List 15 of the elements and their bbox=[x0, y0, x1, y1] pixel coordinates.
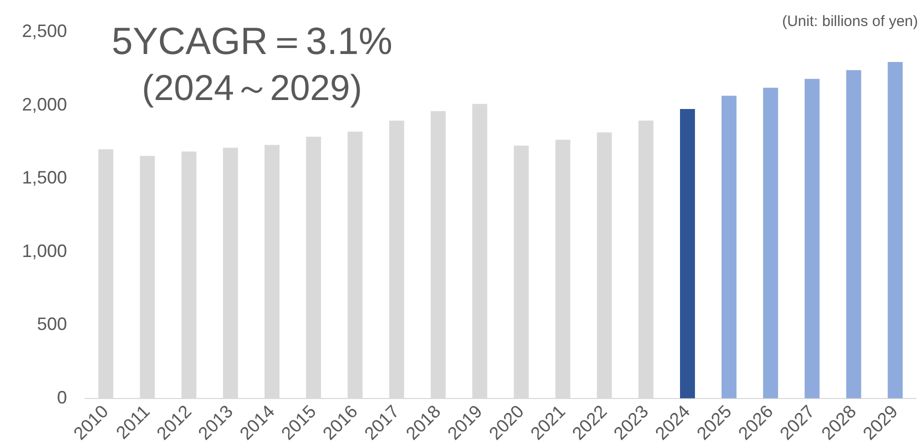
y-tick-label: 500 bbox=[36, 314, 68, 334]
bar bbox=[888, 62, 903, 398]
bar bbox=[763, 88, 778, 398]
y-tick-label: 2,000 bbox=[22, 94, 68, 114]
annotation: 5YCAGR＝3.1% bbox=[112, 21, 392, 63]
bar bbox=[846, 70, 862, 398]
bar bbox=[722, 96, 737, 398]
y-tick-label: 2,500 bbox=[22, 20, 68, 41]
y-tick-label: 1,000 bbox=[22, 240, 68, 261]
annotation: (2024～2029) bbox=[142, 67, 362, 108]
bar bbox=[804, 78, 820, 398]
bar bbox=[680, 108, 695, 398]
y-tick-label: 0 bbox=[57, 387, 68, 408]
text: (Unit: billions of yen) bbox=[782, 13, 918, 30]
y-tick-label: 1,500 bbox=[22, 168, 68, 188]
